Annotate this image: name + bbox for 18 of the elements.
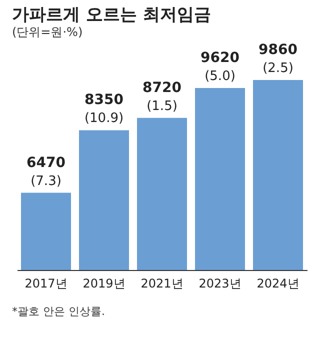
data-label: 9620: [200, 50, 240, 66]
chart-title: 가파르게 오르는 최저임금: [12, 5, 211, 25]
annotation: (10.9): [84, 111, 124, 126]
data-label: 8350: [84, 92, 124, 108]
chart-subtitle: (단위=원·%): [12, 25, 83, 39]
data-label: 6470: [26, 154, 66, 171]
annotation: (7.3): [30, 174, 62, 189]
x-tick-label: 2021년: [140, 276, 184, 290]
annotation: (1.5): [146, 98, 178, 114]
annotation: (2.5): [262, 61, 294, 76]
text: *괄호 안은 인상률.: [12, 305, 105, 318]
x-tick-label: 2019년: [82, 276, 126, 290]
x-tick-label: 2023년: [198, 276, 242, 290]
x-tick-label: 2017년: [24, 276, 68, 290]
data-label: 9860: [258, 42, 298, 58]
annotation: (5.0): [204, 68, 236, 84]
data-label: 8720: [142, 80, 182, 96]
x-tick-label: 2024년: [256, 276, 300, 290]
